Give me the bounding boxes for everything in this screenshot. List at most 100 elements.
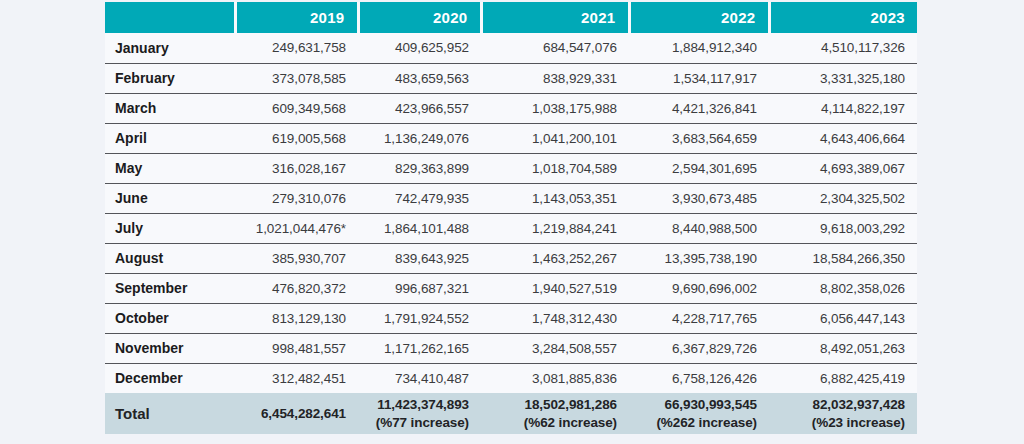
month-label: February — [105, 63, 235, 93]
value-cell: 1,219,884,241 — [481, 213, 629, 243]
value-cell: 1,021,044,476* — [235, 213, 358, 243]
table-header: 2019 2020 2021 2022 2023 — [105, 2, 917, 33]
month-label: December — [105, 363, 235, 393]
value-cell: 1,143,053,351 — [481, 183, 629, 213]
value-cell: 4,421,326,841 — [629, 93, 769, 123]
table-row: July1,021,044,476*1,864,101,4881,219,884… — [105, 213, 917, 243]
total-value-cell: 11,423,374,893 (%77 increase) — [358, 393, 481, 434]
value-cell: 838,929,331 — [481, 63, 629, 93]
value-cell: 829,363,899 — [358, 153, 481, 183]
total-increase-note: (%23 increase) — [769, 414, 905, 432]
value-cell: 3,930,673,485 — [629, 183, 769, 213]
month-label: April — [105, 123, 235, 153]
value-cell: 4,114,822,197 — [769, 93, 917, 123]
value-cell: 2,304,325,502 — [769, 183, 917, 213]
value-cell: 8,492,051,263 — [769, 333, 917, 363]
header-year-2020: 2020 — [358, 2, 481, 33]
value-cell: 385,930,707 — [235, 243, 358, 273]
total-increase-note: (%77 increase) — [358, 414, 469, 432]
value-cell: 2,594,301,695 — [629, 153, 769, 183]
month-label: March — [105, 93, 235, 123]
value-cell: 684,547,076 — [481, 33, 629, 63]
total-increase-note: (%62 increase) — [481, 414, 617, 432]
header-row: 2019 2020 2021 2022 2023 — [105, 2, 917, 33]
value-cell: 4,643,406,664 — [769, 123, 917, 153]
total-value-cell: 18,502,981,286(%62 increase) — [481, 393, 629, 434]
header-year-2021: 2021 — [481, 2, 629, 33]
total-value: 82,032,937,428 — [813, 397, 905, 412]
value-cell: 1,791,924,552 — [358, 303, 481, 333]
value-cell: 1,041,200,101 — [481, 123, 629, 153]
value-cell: 483,659,563 — [358, 63, 481, 93]
total-value-cell: 6,454,282,641 — [235, 393, 358, 434]
month-label: June — [105, 183, 235, 213]
value-cell: 1,940,527,519 — [481, 273, 629, 303]
table-row: February373,078,585483,659,563838,929,33… — [105, 63, 917, 93]
value-cell: 3,683,564,659 — [629, 123, 769, 153]
table-row: September476,820,372996,687,3211,940,527… — [105, 273, 917, 303]
table-row: October813,129,1301,791,924,5521,748,312… — [105, 303, 917, 333]
data-table: 2019 2020 2021 2022 2023 January249,631,… — [105, 2, 917, 434]
total-value: 11,423,374,893 — [377, 397, 469, 412]
table-row: January249,631,758409,625,952684,547,076… — [105, 33, 917, 63]
header-year-2023: 2023 — [769, 2, 917, 33]
value-cell: 3,331,325,180 — [769, 63, 917, 93]
value-cell: 423,966,557 — [358, 93, 481, 123]
value-cell: 1,018,704,589 — [481, 153, 629, 183]
table-row: August385,930,707839,643,9251,463,252,26… — [105, 243, 917, 273]
table-row: April619,005,5681,136,249,0761,041,200,1… — [105, 123, 917, 153]
value-cell: 1,171,262,165 — [358, 333, 481, 363]
month-label: September — [105, 273, 235, 303]
month-label: May — [105, 153, 235, 183]
table-footer: Total 6,454,282,641 11,423,374,893 (%77 in… — [105, 393, 917, 434]
value-cell: 18,584,266,350 — [769, 243, 917, 273]
value-cell: 8,802,358,026 — [769, 273, 917, 303]
value-cell: 1,748,312,430 — [481, 303, 629, 333]
value-cell: 316,028,167 — [235, 153, 358, 183]
header-year-2022: 2022 — [629, 2, 769, 33]
month-label: November — [105, 333, 235, 363]
value-cell: 6,882,425,419 — [769, 363, 917, 393]
total-value: 6,454,282,641 — [261, 406, 346, 421]
header-year-2019: 2019 — [235, 2, 358, 33]
value-cell: 619,005,568 — [235, 123, 358, 153]
value-cell: 8,440,988,500 — [629, 213, 769, 243]
value-cell: 9,690,696,002 — [629, 273, 769, 303]
value-cell: 6,367,829,726 — [629, 333, 769, 363]
value-cell: 839,643,925 — [358, 243, 481, 273]
value-cell: 1,463,252,267 — [481, 243, 629, 273]
value-cell: 996,687,321 — [358, 273, 481, 303]
value-cell: 4,510,117,326 — [769, 33, 917, 63]
value-cell: 1,136,249,076 — [358, 123, 481, 153]
value-cell: 6,056,447,143 — [769, 303, 917, 333]
total-increase-note: (%262 increase) — [629, 414, 757, 432]
value-cell: 6,758,126,426 — [629, 363, 769, 393]
value-cell: 1,534,117,917 — [629, 63, 769, 93]
value-cell: 813,129,130 — [235, 303, 358, 333]
table-row: May316,028,167829,363,8991,018,704,5892,… — [105, 153, 917, 183]
value-cell: 373,078,585 — [235, 63, 358, 93]
table-body: January249,631,758409,625,952684,547,076… — [105, 33, 917, 393]
value-cell: 734,410,487 — [358, 363, 481, 393]
total-value-cell: 82,032,937,428 (%23 increase) — [769, 393, 917, 434]
value-cell: 9,618,003,292 — [769, 213, 917, 243]
total-value-cell: 66,930,993,545(%262 increase) — [629, 393, 769, 434]
value-cell: 1,884,912,340 — [629, 33, 769, 63]
total-label: Total — [105, 393, 235, 434]
value-cell: 3,284,508,557 — [481, 333, 629, 363]
month-label: October — [105, 303, 235, 333]
value-cell: 742,479,935 — [358, 183, 481, 213]
value-cell: 1,038,175,988 — [481, 93, 629, 123]
yearly-monthly-data-table: 2019 2020 2021 2022 2023 January249,631,… — [105, 2, 917, 434]
page: { "colors": { "header_bg": "#00a9b7", "h… — [0, 0, 1024, 444]
value-cell: 409,625,952 — [358, 33, 481, 63]
table-row: June279,310,076742,479,9351,143,053,3513… — [105, 183, 917, 213]
value-cell: 279,310,076 — [235, 183, 358, 213]
value-cell: 4,228,717,765 — [629, 303, 769, 333]
value-cell: 1,864,101,488 — [358, 213, 481, 243]
table-row: March609,349,568423,966,5571,038,175,988… — [105, 93, 917, 123]
value-cell: 312,482,451 — [235, 363, 358, 393]
month-label: January — [105, 33, 235, 63]
value-cell: 13,395,738,190 — [629, 243, 769, 273]
value-cell: 4,693,389,067 — [769, 153, 917, 183]
